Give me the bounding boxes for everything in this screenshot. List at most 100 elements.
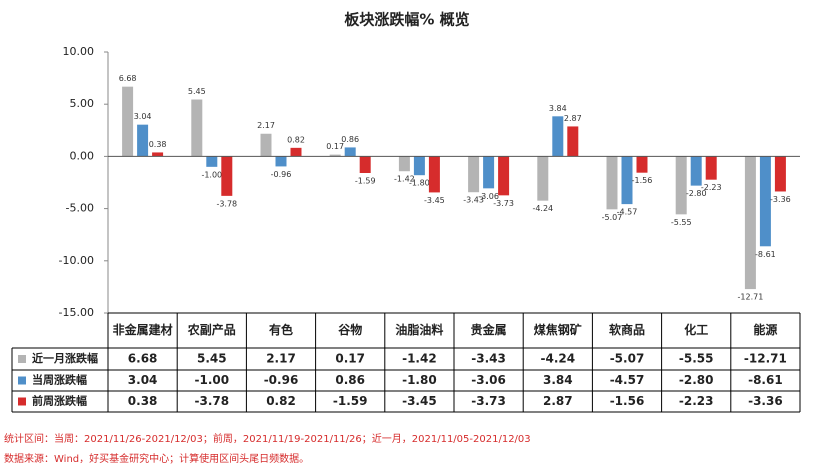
bar [344, 147, 356, 157]
bar [675, 156, 687, 215]
bar [636, 156, 648, 173]
table-cell: -1.42 [402, 352, 437, 366]
bar [498, 156, 510, 196]
data-label: -3.06 [478, 192, 499, 201]
bar [191, 99, 203, 157]
y-tick-label: -10.00 [59, 254, 94, 267]
data-label: 3.04 [134, 112, 152, 121]
category-label: 农副产品 [187, 322, 236, 337]
table-cell: 0.17 [335, 352, 365, 366]
table-cell: -2.23 [679, 394, 714, 408]
data-label: 0.38 [149, 140, 167, 149]
category-label: 贵金属 [471, 322, 507, 337]
data-label: -4.57 [617, 208, 638, 217]
data-label: -4.24 [532, 204, 553, 213]
bar [744, 156, 756, 290]
data-label: 0.86 [341, 135, 359, 144]
y-tick-label: -15.00 [59, 306, 94, 319]
category-label: 有色 [269, 322, 293, 337]
category-label: 煤焦钢矿 [534, 322, 582, 337]
bar [359, 156, 371, 173]
bar [483, 156, 495, 189]
bar [468, 156, 480, 193]
bar [329, 154, 341, 157]
data-label: -1.00 [201, 170, 222, 179]
table-cell: -3.43 [471, 352, 506, 366]
bar [774, 156, 786, 192]
table-cell: -1.59 [333, 394, 368, 408]
table-cell: -4.57 [610, 373, 645, 387]
data-label: 2.17 [257, 121, 275, 130]
legend-swatch [18, 376, 26, 385]
table-cell: -2.80 [679, 373, 714, 387]
table-cell: 6.68 [128, 352, 158, 366]
table-cell: -8.61 [748, 373, 783, 387]
table-cell: 3.04 [128, 373, 158, 387]
data-label: -3.43 [463, 196, 484, 205]
data-label: 0.82 [287, 135, 305, 144]
y-tick-label: 5.00 [70, 97, 95, 110]
table-cell: 5.45 [197, 352, 227, 366]
footnote: 统计区间：当周：2021/11/26-2021/12/03；前周，2021/11… [4, 432, 531, 445]
table-cell: -0.96 [264, 373, 299, 387]
data-label: -3.36 [770, 195, 791, 204]
bar [690, 156, 702, 186]
bar [221, 156, 233, 196]
table-cell: 0.38 [128, 394, 158, 408]
table-cell: 2.87 [543, 394, 573, 408]
table-cell: -1.00 [195, 373, 230, 387]
table-cell: -1.80 [402, 373, 437, 387]
table-cell: -3.36 [748, 394, 783, 408]
table-cell: 3.84 [543, 373, 573, 387]
bar [152, 152, 164, 157]
data-label: -1.42 [394, 175, 415, 184]
chart-title: 板块涨跌幅% 概览 [344, 11, 469, 29]
bar [122, 86, 134, 157]
data-label: 6.68 [119, 74, 137, 83]
bar [275, 156, 287, 167]
bar [705, 156, 717, 180]
data-label: -5.55 [671, 218, 692, 227]
category-label: 化工 [684, 322, 708, 337]
data-label: -0.96 [271, 170, 292, 179]
table-cell: 0.86 [335, 373, 365, 387]
bar [567, 126, 579, 157]
table-cell: -4.24 [541, 352, 576, 366]
data-label: -8.61 [755, 250, 776, 259]
table-cell: -3.78 [195, 394, 230, 408]
bar [260, 133, 272, 157]
category-label: 能源 [753, 322, 777, 337]
bar [606, 156, 618, 210]
data-label: -1.80 [409, 179, 430, 188]
legend-swatch [18, 355, 26, 363]
bar [428, 156, 440, 193]
data-label: -3.73 [493, 199, 514, 208]
data-label: -3.78 [216, 199, 237, 208]
bar [537, 156, 549, 201]
bar [398, 156, 410, 172]
data-label: -1.59 [355, 176, 376, 185]
table-cell: 2.17 [266, 352, 296, 366]
bar [137, 124, 149, 157]
table-cell: -3.45 [402, 394, 437, 408]
category-label: 谷物 [338, 322, 362, 337]
category-label: 非金属建材 [113, 322, 173, 337]
y-tick-label: 0.00 [70, 149, 95, 162]
data-label: 2.87 [564, 114, 582, 123]
table-cell: -5.55 [679, 352, 714, 366]
bar [413, 156, 425, 176]
table-cell: -1.56 [610, 394, 645, 408]
footnote: 数据来源：Wind，好买基金研究中心；计算使用区间头尾日频数据。 [4, 452, 309, 465]
bar [552, 116, 564, 157]
data-label: -3.45 [424, 196, 445, 205]
data-label: 0.17 [326, 142, 344, 151]
y-tick-label: 10.00 [63, 45, 95, 58]
bar [206, 156, 218, 167]
category-label: 软商品 [609, 322, 645, 337]
table-cell: 0.82 [266, 394, 296, 408]
data-label: 5.45 [188, 87, 206, 96]
legend-label: 前周涨跌幅 [32, 394, 87, 408]
data-label: -1.56 [632, 176, 653, 185]
bar [290, 147, 302, 157]
